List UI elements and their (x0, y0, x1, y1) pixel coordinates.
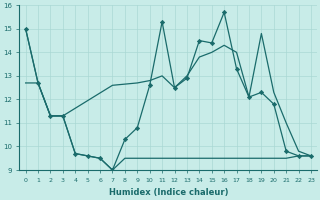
X-axis label: Humidex (Indice chaleur): Humidex (Indice chaleur) (108, 188, 228, 197)
